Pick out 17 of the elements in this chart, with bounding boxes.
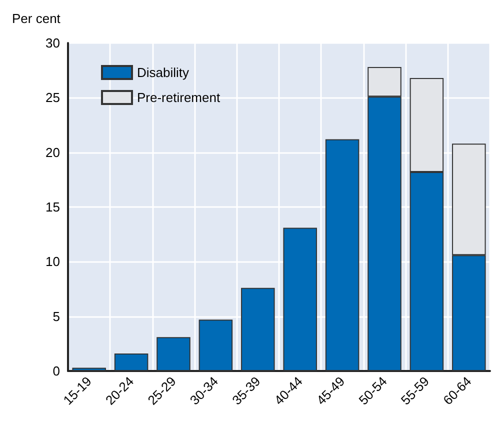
bar <box>283 228 317 371</box>
legend-label: Disability <box>137 65 190 80</box>
y-tick-label: 20 <box>46 144 60 160</box>
y-tick-label: 25 <box>46 90 60 106</box>
y-tick-label: 5 <box>52 308 60 324</box>
y-tick-label: 0 <box>52 364 60 378</box>
bar <box>241 288 275 371</box>
bar <box>72 368 106 371</box>
bar <box>198 320 233 371</box>
bar <box>156 337 190 371</box>
bar <box>114 354 148 371</box>
y-tick-label: 15 <box>46 200 60 214</box>
legend-label: Pre-retirement <box>137 90 220 105</box>
bar <box>325 139 360 371</box>
y-tick-label: 10 <box>46 254 60 270</box>
y-axis-title: Per cent <box>12 11 61 26</box>
y-tick-label: 30 <box>46 36 60 50</box>
